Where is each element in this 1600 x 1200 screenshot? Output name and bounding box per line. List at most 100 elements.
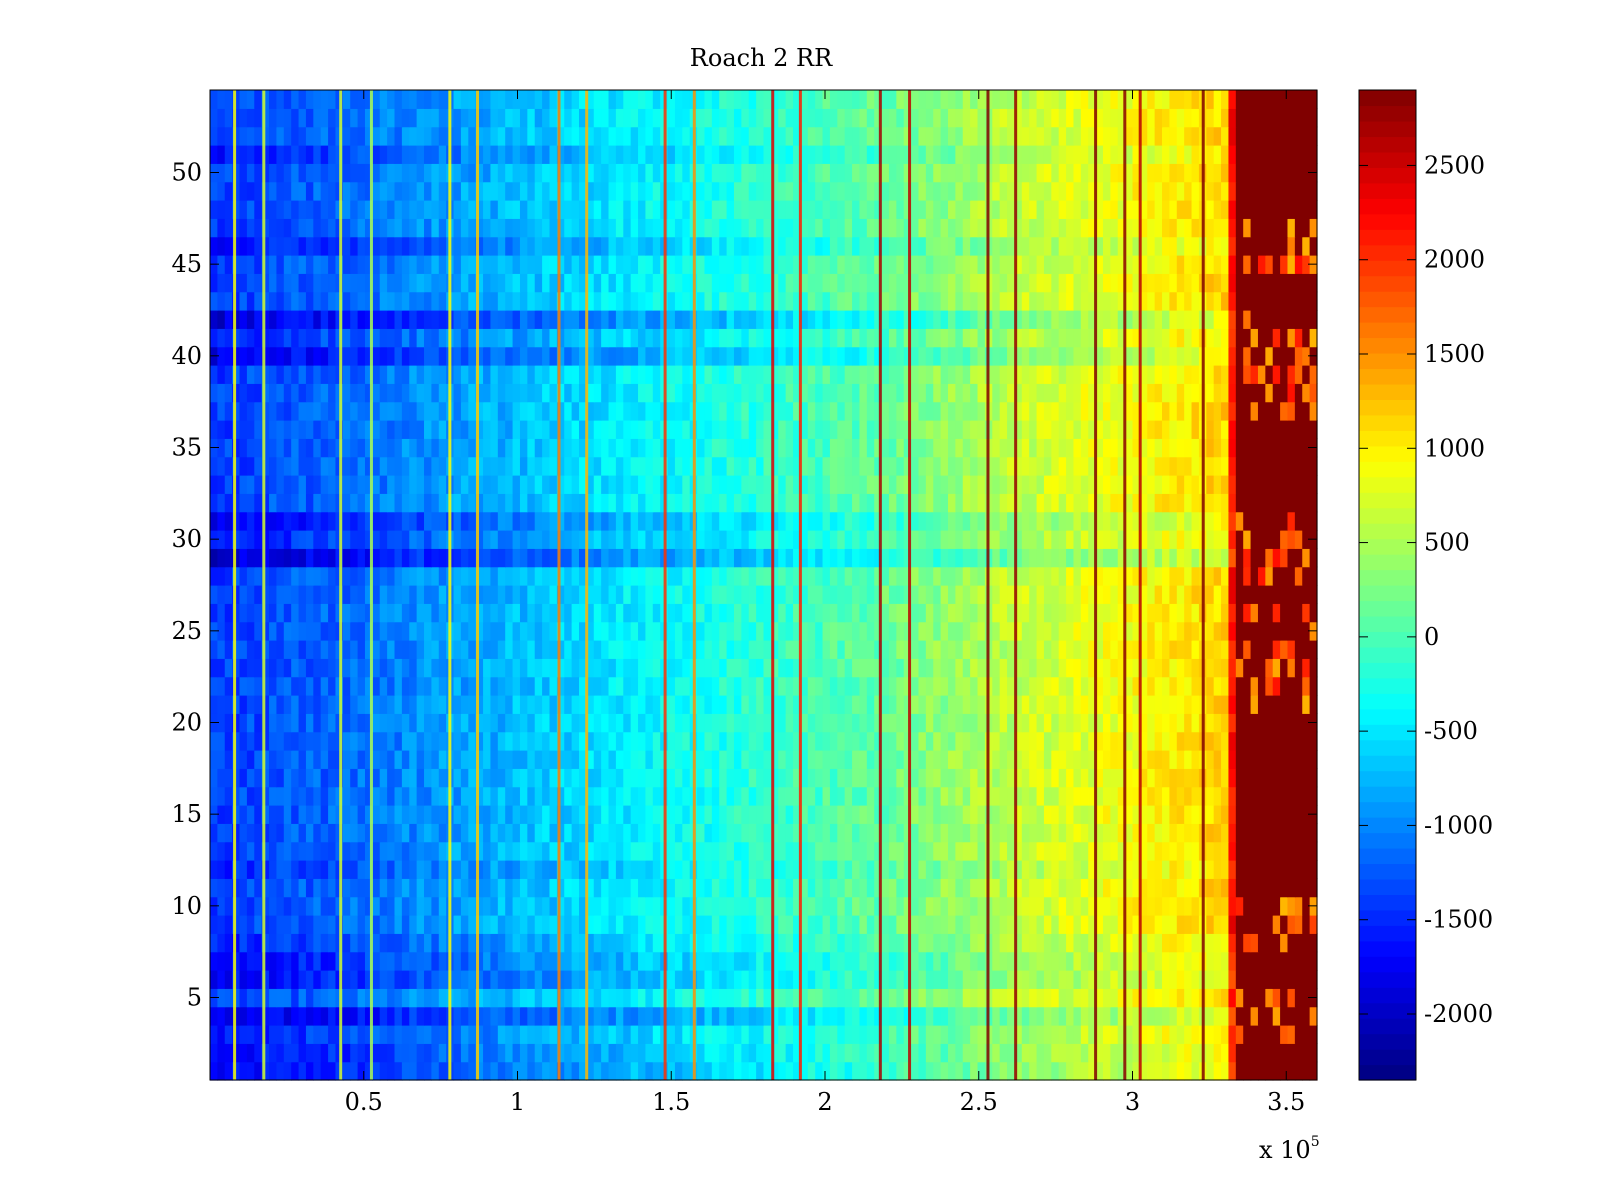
heatmap-cell	[1228, 548, 1237, 568]
heatmap-cell	[1051, 640, 1060, 659]
heatmap-cell	[542, 805, 551, 824]
heatmap-cell	[711, 511, 720, 531]
heatmap-cell	[1088, 860, 1097, 879]
heatmap-cell	[1058, 970, 1067, 989]
heatmap-cell	[1080, 603, 1089, 623]
heatmap-cell	[955, 841, 964, 861]
heatmap-cell	[1058, 676, 1067, 696]
heatmap-cell	[970, 585, 979, 604]
heatmap-cell	[704, 988, 713, 1008]
heatmap-cell	[1021, 658, 1030, 678]
heatmap-cell	[638, 1043, 647, 1063]
heatmap-cell	[1102, 585, 1111, 604]
heatmap-cell	[1228, 493, 1237, 513]
heatmap-cell	[874, 676, 883, 696]
heatmap-cell	[475, 1043, 484, 1063]
heatmap-cell	[556, 603, 565, 623]
heatmap-cell	[1058, 731, 1067, 751]
heatmap-cell	[224, 530, 233, 549]
heatmap-cell	[542, 731, 551, 751]
heatmap-cell	[416, 566, 425, 586]
heatmap-cell	[586, 676, 595, 696]
heatmap-cell	[1250, 988, 1259, 1008]
heatmap-cell	[726, 896, 735, 916]
heatmap-cell	[1184, 1006, 1193, 1026]
heatmap-cell	[1095, 878, 1104, 898]
heatmap-cell	[1309, 768, 1318, 788]
heatmap-cell	[896, 841, 905, 861]
heatmap-cell	[733, 1061, 742, 1081]
heatmap-cell	[269, 768, 278, 788]
heatmap-cell	[815, 750, 824, 769]
heatmap-cell	[822, 951, 831, 971]
heatmap-cell	[357, 823, 366, 843]
heatmap-cell	[1162, 566, 1170, 586]
heatmap-cell	[1191, 805, 1200, 824]
heatmap-cell	[564, 676, 573, 696]
heatmap-cell	[556, 786, 565, 806]
heatmap-cell	[556, 548, 565, 568]
heatmap-cell	[933, 768, 942, 788]
heatmap-cell	[291, 915, 300, 934]
heatmap-cell	[970, 823, 979, 843]
heatmap-cell	[416, 676, 425, 696]
heatmap-cell	[933, 878, 942, 898]
heatmap-cell	[815, 860, 824, 879]
heatmap-cell	[697, 695, 706, 714]
heatmap-cell	[601, 896, 610, 916]
heatmap-cell	[1095, 695, 1104, 714]
heatmap-cell	[1154, 566, 1163, 586]
heatmap-cell	[409, 640, 418, 659]
heatmap-cell	[822, 713, 831, 733]
heatmap-cell	[364, 1061, 373, 1081]
heatmap-cell	[630, 841, 639, 861]
heatmap-cell	[940, 841, 949, 861]
heatmap-cell	[630, 805, 639, 824]
heatmap-cell	[1043, 566, 1052, 586]
heatmap-cell	[549, 1043, 558, 1063]
heatmap-cell	[1221, 603, 1230, 623]
heatmap-cell	[1250, 1061, 1259, 1081]
heatmap-cell	[852, 988, 861, 1008]
heatmap-cell	[424, 933, 432, 953]
heatmap-cell	[852, 713, 861, 733]
heatmap-cell	[874, 731, 883, 751]
heatmap-cell	[1176, 841, 1185, 861]
heatmap-cell	[1029, 933, 1038, 953]
heatmap-cell	[925, 731, 934, 751]
heatmap-cell	[1294, 786, 1303, 806]
heatmap-cell	[1265, 860, 1274, 879]
heatmap-cell	[837, 676, 846, 696]
heatmap-cell	[601, 933, 610, 953]
heatmap-cell	[674, 585, 683, 604]
heatmap-cell	[1073, 988, 1082, 1008]
heatmap-cell	[483, 621, 492, 641]
heatmap-cell	[298, 805, 307, 824]
heatmap-cell	[401, 878, 410, 898]
heatmap-cell	[1036, 1043, 1045, 1063]
heatmap-cell	[911, 511, 920, 531]
heatmap-cell	[320, 530, 329, 549]
heatmap-cell	[1073, 493, 1082, 513]
heatmap-cell	[328, 493, 337, 513]
heatmap-cell	[254, 585, 263, 604]
heatmap-cell	[1272, 768, 1281, 788]
heatmap-cell	[1139, 585, 1148, 604]
heatmap-cell	[438, 1061, 447, 1081]
heatmap-cell	[1073, 585, 1082, 604]
heatmap-cell	[534, 768, 543, 788]
heatmap-cell	[239, 566, 248, 586]
heatmap-cell	[903, 768, 912, 788]
heatmap-cell	[866, 1006, 875, 1026]
heatmap-cell	[1125, 731, 1134, 751]
heatmap-cell	[866, 676, 875, 696]
heatmap-cell	[298, 731, 307, 751]
heatmap-cell	[579, 713, 587, 733]
heatmap-cell	[1058, 475, 1067, 494]
heatmap-cell	[1162, 676, 1170, 696]
heatmap-cell	[623, 548, 632, 568]
heatmap-cell	[468, 731, 477, 751]
heatmap-cell	[1021, 951, 1030, 971]
heatmap-cell	[453, 621, 462, 641]
heatmap-cell	[756, 970, 765, 989]
